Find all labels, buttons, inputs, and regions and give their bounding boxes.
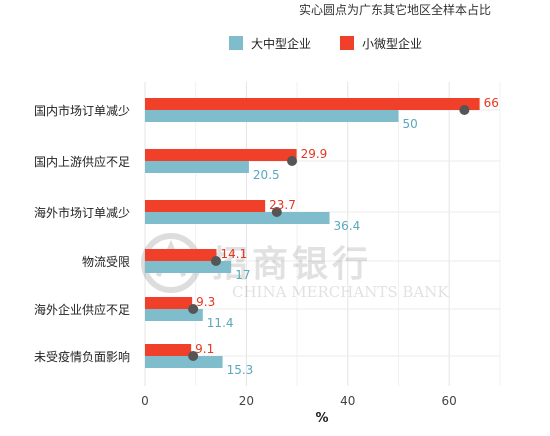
watermark-text-cn: 招商银行: [212, 243, 372, 285]
chart-note: 实心圆点为广东其它地区全样本占比: [299, 2, 491, 17]
bar-large: [145, 356, 223, 368]
dot-marker: [188, 304, 199, 314]
value-labels: 66 50 29.9 20.5 23.7 36.4 14.1 17 9.3 11.4 9.1 15.3: [195, 96, 499, 377]
bar-small: [145, 344, 192, 356]
bar-small: [145, 98, 480, 110]
bar-large: [145, 261, 232, 273]
x-axis-label: %: [315, 411, 328, 426]
dot-marker: [210, 256, 221, 266]
dots: [188, 105, 470, 361]
value-label-small: 14.1: [220, 247, 247, 261]
legend: 大中型企业 小微型企业: [229, 36, 422, 51]
value-label-small: 9.3: [196, 295, 215, 309]
x-tick-label: 20: [239, 394, 254, 408]
legend-label-small: 小微型企业: [362, 36, 422, 51]
x-tick-label: 0: [141, 394, 149, 408]
watermark-text-en: CHINA MERCHANTS BANK: [232, 283, 449, 301]
dot-marker: [271, 207, 282, 217]
value-label-large: 17: [235, 268, 250, 282]
category-label: 未受疫情负面影响: [34, 349, 130, 364]
category-label: 国内市场订单减少: [34, 103, 130, 118]
bar-small: [145, 149, 297, 161]
category-label: 海外市场订单减少: [34, 205, 130, 220]
bar-large: [145, 212, 330, 224]
bar-small: [145, 200, 266, 212]
bar-large: [145, 110, 399, 122]
category-label: 海外企业供应不足: [34, 302, 130, 317]
legend-swatch-small: [340, 36, 354, 50]
value-label-small: 9.1: [195, 342, 214, 356]
value-label-small: 23.7: [269, 198, 296, 212]
value-label-large: 36.4: [334, 219, 361, 233]
legend-swatch-large: [229, 36, 243, 50]
category-label: 物流受限: [82, 255, 130, 269]
value-label-large: 50: [403, 117, 418, 131]
bar-large: [145, 309, 203, 321]
bar-large: [145, 161, 249, 173]
tick-labels: 0 20 40 60: [141, 394, 457, 408]
grid: [144, 82, 501, 386]
value-label-large: 20.5: [253, 168, 280, 182]
dot-marker: [287, 156, 298, 166]
bar-small: [145, 249, 217, 261]
value-label-small: 66: [484, 96, 499, 110]
legend-label-large: 大中型企业: [251, 36, 311, 51]
category-labels: 国内市场订单减少国内上游供应不足海外市场订单减少物流受限海外企业供应不足未受疫情…: [34, 103, 130, 364]
bars: [145, 98, 480, 368]
dot-marker: [459, 105, 470, 115]
category-label: 国内上游供应不足: [34, 154, 130, 169]
value-label-large: 11.4: [207, 316, 234, 330]
x-tick-label: 60: [442, 394, 457, 408]
bar-small: [145, 297, 193, 309]
value-label-large: 15.3: [227, 363, 254, 377]
value-label-small: 29.9: [301, 147, 328, 161]
dot-marker: [188, 351, 199, 361]
x-tick-label: 40: [340, 394, 355, 408]
